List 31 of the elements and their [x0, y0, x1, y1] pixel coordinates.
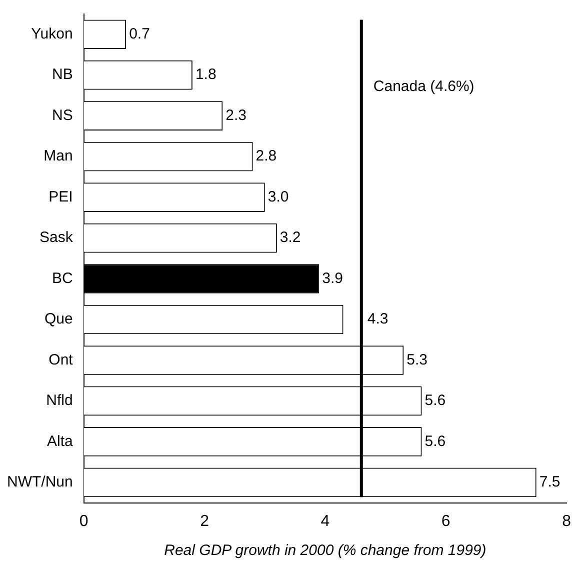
data-label: 5.3	[406, 351, 428, 368]
data-label: 3.9	[322, 270, 344, 287]
y-tick-label: Alta	[46, 432, 74, 450]
y-tick-label: BC	[52, 270, 73, 287]
data-label: 5.6	[424, 392, 446, 410]
ref-line-label: Canada (4.6%)	[373, 78, 474, 96]
y-tick-label: PEI	[48, 188, 73, 206]
y-tick-label: Yukon	[31, 26, 73, 43]
y-tick-label: Que	[44, 310, 73, 328]
y-tick-label: Man	[44, 148, 73, 165]
x-tick-label: 8	[562, 512, 572, 530]
x-tick-label: 2	[200, 512, 210, 530]
data-label: 1.8	[195, 66, 216, 84]
y-tick-label: NB	[52, 66, 73, 84]
data-label: 7.5	[539, 474, 560, 491]
data-label: 2.3	[226, 106, 246, 124]
x-tick-label: 6	[441, 512, 450, 530]
data-label: 4.3	[367, 310, 388, 328]
y-tick-label: Sask	[39, 229, 74, 246]
x-axis-title: Real GDP growth in 2000 (% change from 1999)	[164, 542, 486, 560]
y-tick-label: Ont	[48, 351, 74, 368]
data-label: 5.6	[424, 432, 446, 450]
data-label: 3.2	[280, 229, 301, 246]
y-tick-label: Nfld	[46, 392, 73, 410]
data-label: 0.7	[129, 26, 150, 43]
x-tick-label: 0	[79, 512, 88, 530]
y-tick-label: NWT/Nun	[6, 474, 73, 491]
data-label: 3.0	[268, 188, 289, 206]
x-tick-label: 4	[320, 512, 330, 530]
y-tick-label: NS	[52, 106, 73, 124]
data-label: 2.8	[256, 148, 277, 165]
